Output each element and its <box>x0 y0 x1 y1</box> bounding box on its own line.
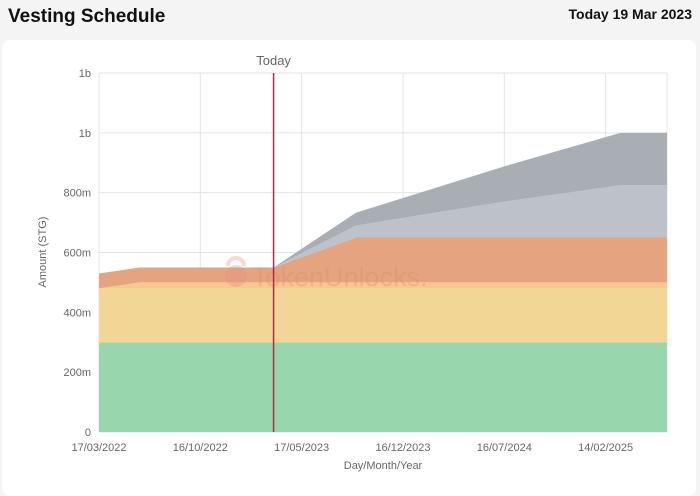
watermark-text: TokenUnlocks. <box>252 262 428 292</box>
x-tick-label: 16/07/2024 <box>477 442 532 454</box>
today-marker: Today <box>256 53 291 432</box>
area-series-4 <box>99 237 667 289</box>
y-tick-label: 800m <box>63 188 91 200</box>
area-series-1 <box>99 342 667 432</box>
y-tick-label: 1b <box>79 68 91 80</box>
area-series-3 <box>99 282 667 289</box>
y-tick-label: 600m <box>63 248 91 260</box>
area-series-2 <box>99 288 667 343</box>
today-date-label: Today 19 Mar 2023 <box>568 6 692 22</box>
x-tick-label: 16/12/2023 <box>375 442 430 454</box>
areas <box>99 132 667 432</box>
x-tick-label: 17/03/2022 <box>71 442 126 454</box>
page-title: Vesting Schedule <box>8 6 166 27</box>
area-series-6 <box>99 132 667 274</box>
y-tick-label: 400m <box>63 307 91 319</box>
y-tick-label: 200m <box>63 367 91 379</box>
x-axis: 17/03/2022 16/10/2022 17/05/2023 16/12/2023… <box>71 442 633 454</box>
x-tick-label: 17/05/2023 <box>274 442 329 454</box>
token-unlocks-logo-icon <box>225 256 247 287</box>
y-tick-label: 0 <box>85 427 91 439</box>
today-marker-label: Today <box>256 53 291 68</box>
x-axis-label: Day/Month/Year <box>344 460 423 472</box>
y-axis: 0 200m 400m 600m 800m 1b 1b <box>63 68 91 439</box>
watermark: TokenUnlocks. <box>225 256 428 292</box>
y-tick-label: 1b <box>79 128 91 140</box>
area-series-5 <box>99 185 667 274</box>
x-tick-label: 16/10/2022 <box>173 442 228 454</box>
y-axis-label: Amount (STG) <box>37 217 49 288</box>
x-tick-label: 14/02/2025 <box>578 442 633 454</box>
